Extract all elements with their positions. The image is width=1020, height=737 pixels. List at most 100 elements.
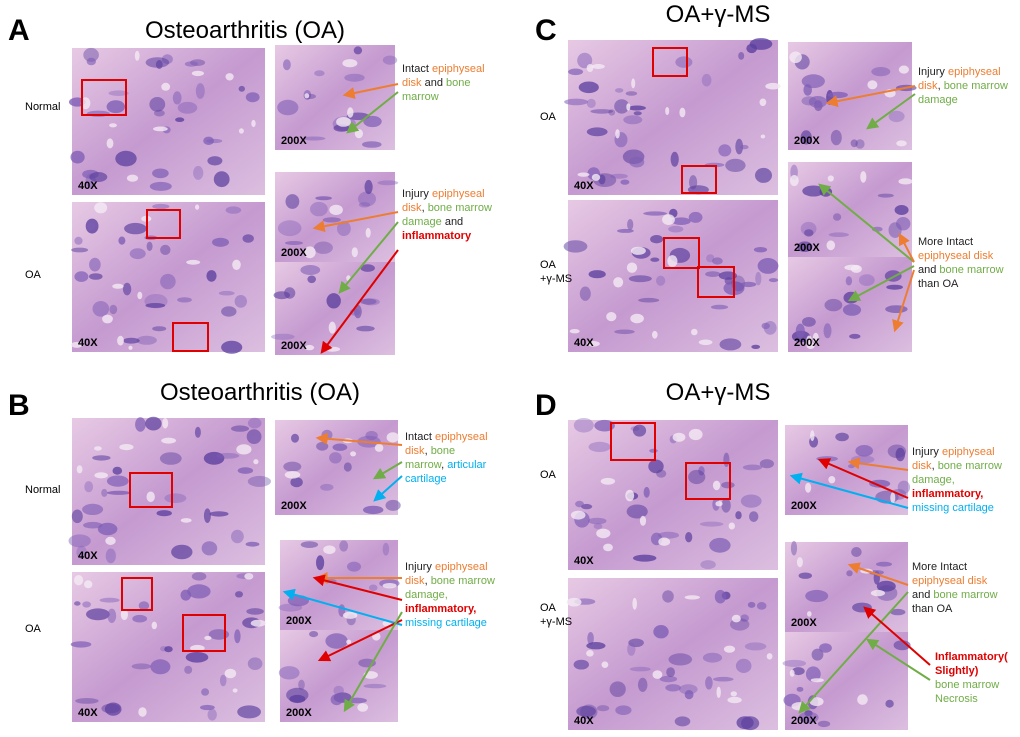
annotation-text: , — [422, 202, 428, 214]
tissue-blob — [105, 548, 116, 564]
annotation-line: damage, — [912, 474, 955, 486]
tissue-blob — [761, 322, 770, 330]
annotation-line: and bone marrow — [918, 264, 1004, 276]
tissue-space — [284, 471, 301, 479]
tissue-blob — [106, 100, 126, 114]
tissue-blob — [578, 81, 599, 94]
tissue-blob — [160, 244, 171, 255]
tissue-blob — [586, 98, 596, 108]
arrow — [817, 458, 909, 499]
tissue-blob — [687, 185, 709, 195]
tissue-blob — [164, 646, 173, 653]
annotation-text: , — [938, 80, 944, 92]
micrograph — [568, 420, 778, 570]
tissue-space — [74, 575, 84, 586]
tissue-blob — [685, 532, 693, 543]
tissue-blob — [712, 257, 723, 265]
annotation-text: and — [422, 77, 446, 89]
tissue-blob — [277, 220, 302, 237]
tissue-blob — [795, 323, 805, 339]
tissue-blob — [298, 679, 305, 690]
annotation-text: bone marrow — [935, 679, 999, 691]
tissue-blob — [666, 667, 675, 677]
tissue-space — [346, 639, 352, 645]
tissue-blob — [790, 540, 798, 556]
tissue-blob — [284, 287, 296, 299]
tissue-blob — [811, 648, 824, 661]
tissue-blob — [658, 531, 679, 539]
arrow — [282, 588, 403, 626]
magnification: 200X — [281, 247, 307, 259]
tissue-space — [232, 259, 241, 270]
tissue-blob — [828, 232, 849, 237]
annotation-line: disk and bone — [402, 77, 471, 89]
annotation-text: bone marrow — [938, 460, 1002, 472]
tissue-space — [350, 451, 357, 457]
tissue-blob — [573, 418, 594, 433]
tissue-space — [71, 341, 83, 348]
annotation-text: marrow — [402, 91, 439, 103]
tissue-blob — [201, 541, 218, 556]
tissue-blob — [590, 109, 613, 114]
annotation-line: inflammatory, — [405, 603, 476, 615]
tissue-blob — [725, 158, 746, 172]
tissue-blob — [608, 109, 616, 116]
micrograph — [568, 578, 778, 730]
tissue-blob — [300, 265, 321, 275]
tissue-blob — [225, 206, 242, 214]
tissue-space — [827, 175, 834, 182]
tissue-blob — [74, 271, 89, 282]
tissue-blob — [339, 540, 349, 552]
tissue-space — [826, 240, 836, 251]
tissue-space — [94, 472, 108, 479]
tissue-space — [596, 528, 611, 539]
tissue-space — [716, 686, 721, 698]
tissue-blob — [885, 305, 908, 313]
annotation-text: inflammatory, — [405, 603, 476, 615]
tissue-blob — [740, 281, 757, 288]
tissue-blob — [576, 705, 596, 717]
tissue-space — [304, 344, 315, 351]
tissue-space — [665, 107, 670, 115]
region-box — [663, 237, 700, 269]
tissue-space — [631, 78, 636, 89]
tissue-blob — [842, 304, 862, 316]
tissue-blob — [705, 271, 721, 277]
annotation-text: epiphyseal — [435, 561, 488, 573]
row-label: Normal — [25, 484, 60, 496]
region-box — [121, 577, 153, 611]
tissue-space — [137, 291, 143, 300]
tissue-space — [630, 246, 646, 255]
tissue-blob — [234, 295, 247, 308]
tissue-space — [812, 332, 819, 344]
tissue-space — [251, 119, 256, 128]
tissue-space — [613, 277, 624, 288]
tissue-space — [102, 314, 113, 324]
tissue-blob — [586, 127, 608, 137]
annotation-text: epiphyseal — [432, 63, 485, 75]
panel-letter: A — [8, 14, 30, 47]
tissue-blob — [360, 264, 375, 272]
tissue-space — [153, 126, 168, 132]
row-label: OA — [540, 259, 557, 271]
tissue-blob — [573, 659, 589, 670]
tissue-blob — [101, 488, 108, 497]
tissue-blob — [326, 293, 341, 309]
tissue-blob — [106, 475, 129, 487]
annotation-text: cartilage — [405, 473, 447, 485]
tissue-blob — [577, 52, 593, 69]
tissue-blob — [623, 115, 643, 125]
tissue-blob — [609, 681, 626, 697]
tissue-blob — [194, 426, 201, 438]
tissue-blob — [668, 653, 693, 666]
tissue-space — [789, 669, 795, 677]
tissue-space — [652, 670, 663, 679]
tissue-space — [304, 93, 310, 99]
annotation-line: More Intact — [918, 236, 973, 248]
annotation-text: More Intact — [918, 236, 973, 248]
tissue-blob — [579, 286, 591, 301]
tissue-blob — [893, 640, 911, 651]
magnification: 40X — [574, 180, 594, 192]
annotation-line: Injury epiphyseal — [912, 446, 995, 458]
